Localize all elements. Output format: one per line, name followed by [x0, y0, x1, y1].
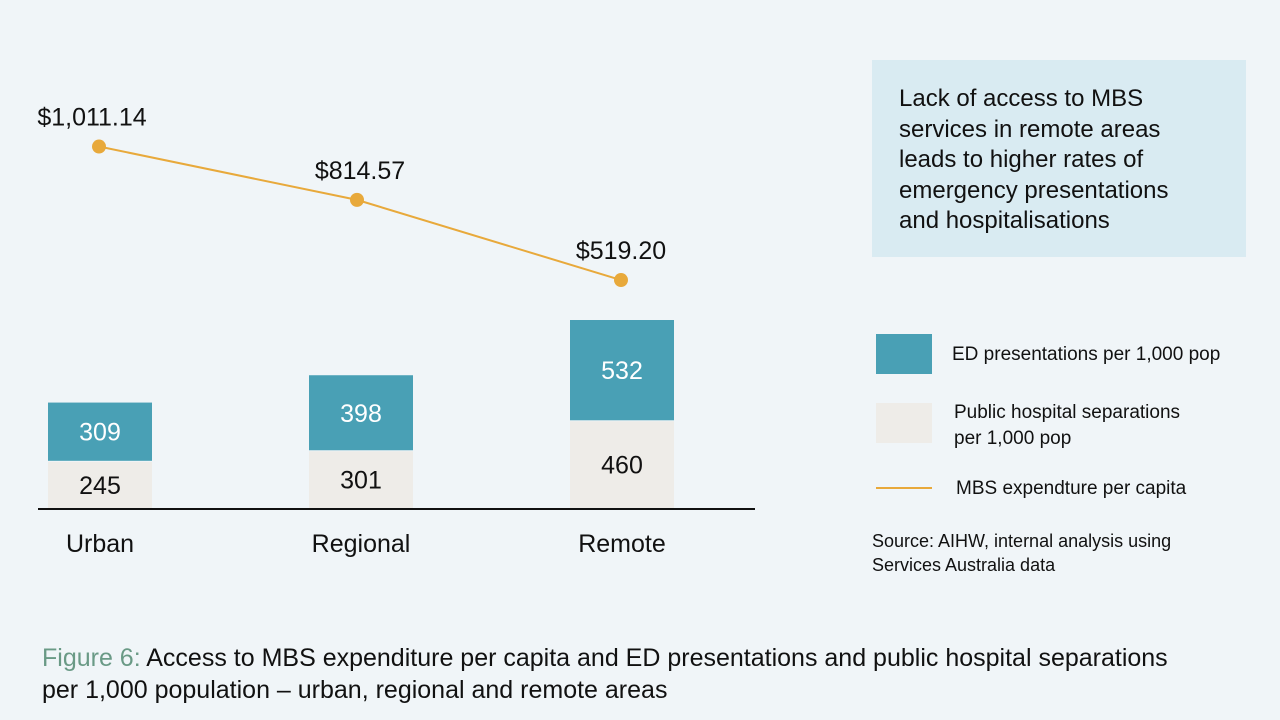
bar-label-separations: 301	[340, 467, 382, 495]
bar-label-separations: 245	[79, 472, 121, 500]
callout-line: and hospitalisations	[899, 207, 1110, 234]
callout-line: leads to higher rates of	[899, 146, 1144, 173]
caption-text-line1: Access to MBS expenditure per capita and…	[146, 644, 1168, 672]
callout-line: Lack of access to MBS	[899, 85, 1144, 112]
source-line2: Services Australia data	[872, 555, 1056, 575]
legend-item-mbs: MBS expendture per capita	[876, 476, 1186, 502]
legend-label-separations: Public hospital separations per 1,000 po…	[954, 400, 1180, 452]
source-note: Source: AIHW, internal analysis using Se…	[872, 529, 1232, 577]
legend-line-mbs	[876, 487, 932, 489]
callout-box: Lack of access to MBS services in remote…	[872, 60, 1246, 257]
legend-swatch-ed	[876, 334, 932, 374]
mbs-line-group: $1,011.14 $814.57 $519.20	[37, 104, 666, 288]
bar-ed	[309, 375, 413, 451]
mbs-data-label: $519.20	[576, 237, 666, 265]
mbs-point	[92, 139, 106, 154]
bar-label-separations: 460	[601, 452, 643, 480]
bar-ed	[48, 402, 152, 461]
legend-item-separations: Public hospital separations per 1,000 po…	[876, 400, 1180, 452]
legend-separations-line2: per 1,000 pop	[954, 428, 1072, 449]
figure-caption: Figure 6: Access to MBS expenditure per …	[42, 642, 1242, 706]
callout-line: emergency presentations	[899, 176, 1169, 204]
x-axis-labels: Urban Regional Remote	[66, 530, 666, 558]
bar-ed	[570, 320, 674, 421]
source-line1: Source: AIHW, internal analysis using	[872, 531, 1172, 551]
bar-label-ed: 532	[601, 357, 643, 385]
mbs-data-label: $814.57	[315, 157, 405, 185]
legend-label-mbs: MBS expendture per capita	[956, 478, 1187, 499]
bar-separations	[570, 421, 674, 508]
bar-separations	[309, 451, 413, 508]
bar-separations	[48, 461, 152, 508]
legend-swatch-separations	[876, 403, 932, 443]
x-tick-label: Regional	[312, 530, 411, 558]
caption-line2: per 1,000 population – urban, regional a…	[42, 676, 668, 704]
x-tick-label: Urban	[66, 530, 134, 558]
callout-line: services in remote areas	[899, 115, 1161, 143]
legend-item-ed: ED presentations per 1,000 pop	[876, 334, 1220, 374]
x-tick-label: Remote	[578, 530, 666, 558]
mbs-point	[614, 273, 628, 288]
mbs-data-label: $1,011.14	[37, 104, 146, 132]
bar-label-ed: 398	[340, 400, 382, 428]
legend-separations-line1: Public hospital separations	[954, 402, 1181, 423]
legend-label-ed: ED presentations per 1,000 pop	[952, 344, 1221, 365]
bar-label-ed: 309	[79, 419, 121, 447]
figure-label: Figure 6:	[42, 644, 141, 672]
bars-group: 245 309 301 398 460 532	[48, 320, 674, 508]
caption-line1: Figure 6: Access to MBS expenditure per …	[42, 642, 1242, 674]
chart-area: 245 309 301 398 460 532 $1,011.14 $814.57 $519.…	[37, 104, 755, 558]
mbs-point	[350, 192, 364, 207]
